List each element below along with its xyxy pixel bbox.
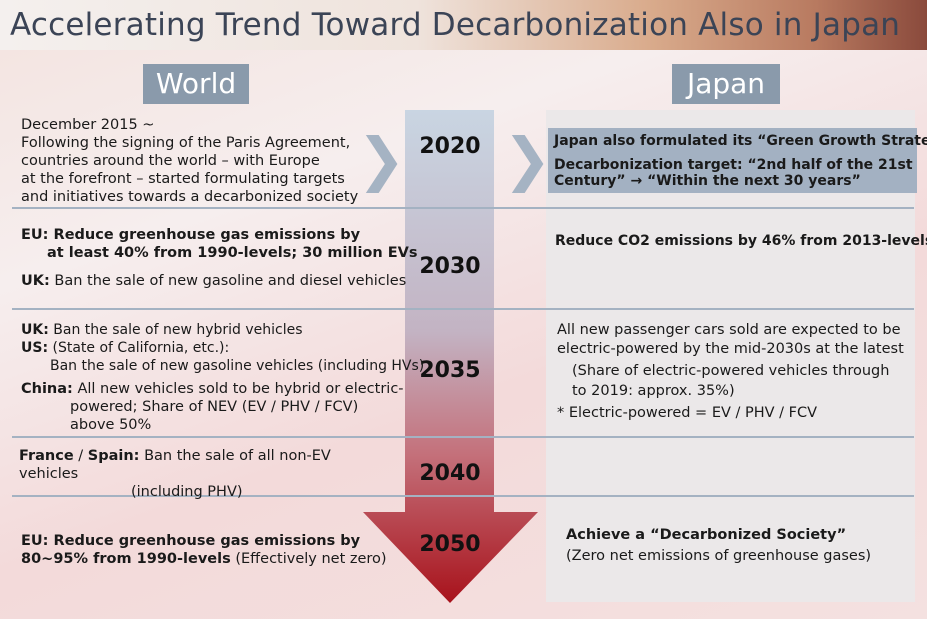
year-2020: 2020 (419, 134, 481, 159)
japan-2035-footnote: * Electric-powered = EV / PHV / FCV (557, 405, 818, 421)
year-2030: 2030 (419, 254, 481, 279)
japan-2020-target-line2: Century” → “Within the next 30 years” (554, 173, 861, 189)
chevron-right-icon: ❯ (503, 125, 552, 193)
year-2040: 2040 (419, 461, 481, 486)
world-2050-eu: EU: Reduce greenhouse gas emissions by (21, 533, 361, 549)
world-column-header: World (143, 64, 249, 104)
world-2050-eu-line2: 80~95% from 1990-levels (Effectively net… (21, 551, 387, 567)
world-2035-uk: UK: Ban the sale of new hybrid vehicles (21, 322, 303, 338)
world-2040-france-spain: France / Spain: Ban the sale of all non-… (19, 448, 331, 464)
japan-2035-line1: All new passenger cars sold are expected… (557, 322, 901, 338)
world-2035-china-line3: above 50% (70, 417, 152, 433)
world-2030-eu-line2: at least 40% from 1990-levels; 30 millio… (47, 245, 418, 261)
page-title: Accelerating Trend Toward Decarbonizatio… (10, 7, 901, 43)
world-2030-eu: EU: Reduce greenhouse gas emissions by (21, 227, 361, 243)
world-2035-us: US: (State of California, etc.): (21, 340, 230, 356)
japan-2035-line3: (Share of electric-powered vehicles thro… (572, 363, 890, 379)
world-2040-line3: (including PHV) (131, 484, 243, 500)
japan-2035-line2: electric-powered by the mid-2030s at the… (557, 341, 904, 357)
year-2035: 2035 (419, 358, 481, 383)
japan-2050-title: Achieve a “Decarbonized Society” (566, 527, 847, 543)
japan-2020-strategy: Japan also formulated its “Green Growth … (554, 133, 927, 149)
divider-2030 (12, 207, 914, 209)
japan-2035-line4: to 2019: approx. 35%) (572, 383, 735, 399)
divider-2050 (12, 495, 914, 497)
world-2040-line2: vehicles (19, 466, 79, 482)
timeline-arrow (363, 110, 538, 603)
world-2035-china-line2: powered; Share of NEV (EV / PHV / FCV) (70, 399, 359, 415)
world-2035-china: China: All new vehicles sold to be hybri… (21, 381, 404, 397)
world-2035-us-line2: Ban the sale of new gasoline vehicles (i… (50, 358, 425, 374)
japan-2050-sub: (Zero net emissions of greenhouse gases) (566, 548, 872, 564)
world-2020-text: December 2015 ~ Following the signing of… (21, 117, 359, 205)
world-2030-uk: UK: Ban the sale of new gasoline and die… (21, 273, 407, 289)
divider-2035 (12, 308, 914, 310)
divider-2040 (12, 436, 914, 438)
chevron-right-icon: ❯ (357, 125, 406, 193)
japan-2020-target: Decarbonization target: “2nd half of the… (554, 157, 913, 173)
year-2050: 2050 (419, 532, 481, 557)
japan-2030-text: Reduce CO2 emissions by 46% from 2013-le… (555, 233, 927, 249)
japan-2020-highlight (548, 128, 917, 193)
title-bar (0, 0, 927, 50)
japan-column-header: Japan (672, 64, 780, 104)
